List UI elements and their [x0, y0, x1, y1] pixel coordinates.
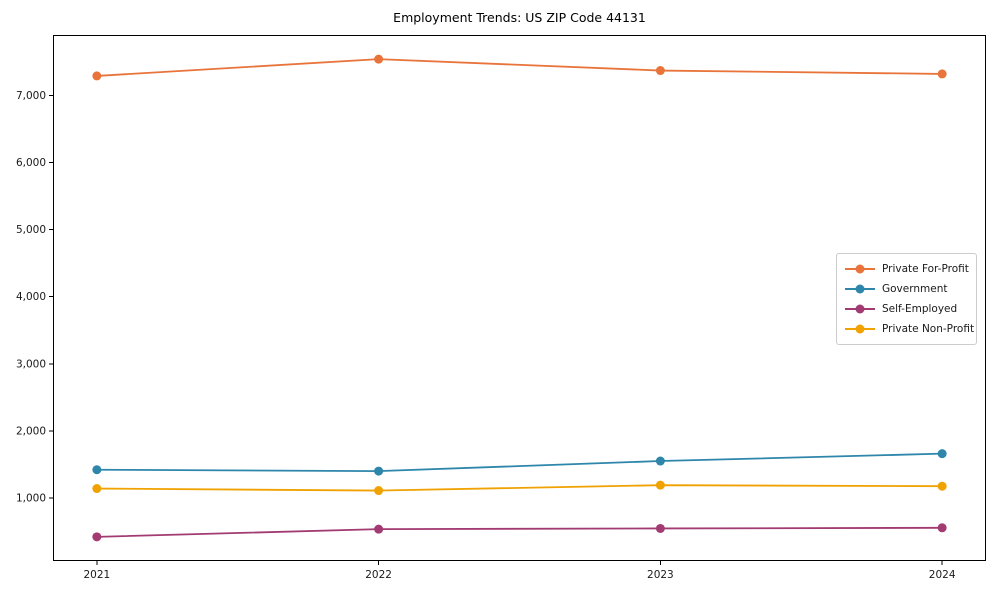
data-point-marker [374, 486, 384, 496]
x-tick-label: 2024 [929, 569, 956, 581]
data-point-marker [937, 449, 947, 459]
data-point-marker [655, 66, 665, 76]
data-point-marker [92, 465, 102, 475]
chart-title: Employment Trends: US ZIP Code 44131 [393, 10, 646, 25]
legend-marker-dot [855, 284, 865, 294]
legend-marker-line [845, 324, 875, 334]
legend-marker-line [845, 284, 875, 294]
series-line [95, 58, 944, 77]
data-point-marker [92, 484, 102, 494]
legend-marker-dot [855, 264, 865, 274]
data-point-marker [374, 54, 384, 64]
legend-marker-dot [855, 324, 865, 334]
series-line [95, 484, 944, 492]
data-point-marker [655, 456, 665, 466]
axes-frame [53, 35, 986, 561]
y-tick-label: 1,000 [16, 492, 46, 504]
data-point-marker [374, 466, 384, 476]
x-tick-label: 2022 [365, 569, 392, 581]
series-line [95, 452, 944, 472]
y-tick-label: 3,000 [16, 358, 46, 370]
legend-label: Private For-Profit [882, 263, 969, 275]
data-point-marker [374, 524, 384, 534]
data-point-marker [937, 69, 947, 79]
legend-item: Private Non-Profit [845, 319, 974, 339]
data-point-marker [937, 523, 947, 533]
x-tick-label: 2023 [647, 569, 674, 581]
legend-item: Government [845, 279, 968, 299]
data-point-marker [937, 481, 947, 491]
y-tick-label: 4,000 [16, 291, 46, 303]
legend-item: Private For-Profit [845, 259, 969, 279]
y-tick-label: 2,000 [16, 425, 46, 437]
legend-marker-line [845, 264, 875, 274]
data-point-marker [92, 532, 102, 542]
y-tick-label: 6,000 [16, 157, 46, 169]
series-line [95, 526, 944, 538]
data-point-marker [655, 523, 665, 533]
legend-marker-line [845, 304, 875, 314]
legend: Private For-Profit Government Self-Emplo… [836, 253, 977, 345]
data-point-marker [92, 71, 102, 81]
y-tick-label: 5,000 [16, 224, 46, 236]
legend-item: Self-Employed [845, 299, 968, 319]
legend-marker-dot [855, 304, 865, 314]
data-point-marker [655, 480, 665, 490]
legend-label: Self-Employed [882, 303, 958, 315]
legend-label: Private Non-Profit [882, 323, 975, 335]
x-tick-label: 2021 [83, 569, 110, 581]
legend-label: Government [882, 283, 948, 295]
y-tick-label: 7,000 [16, 90, 46, 102]
